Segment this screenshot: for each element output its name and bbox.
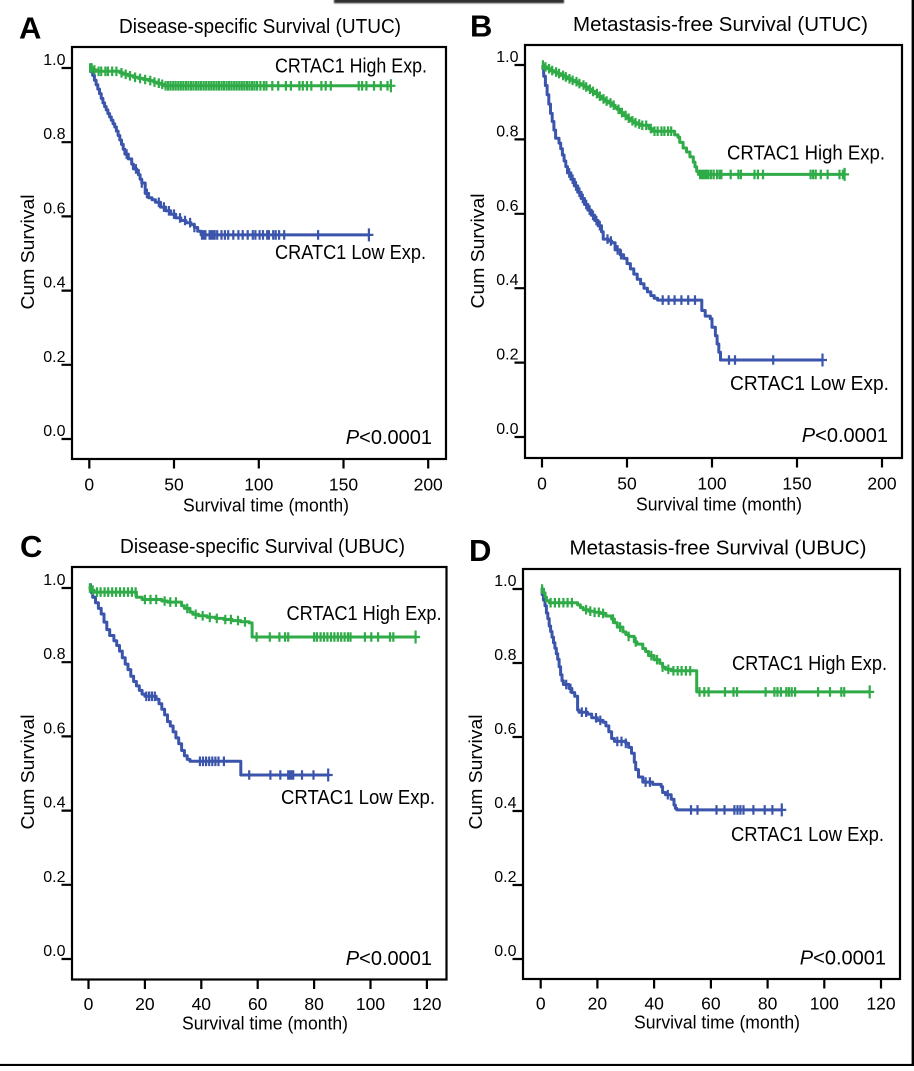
svg-text:P<0.0001: P<0.0001: [800, 948, 886, 970]
svg-text:0.0: 0.0: [494, 943, 516, 960]
svg-text:1.0: 1.0: [43, 572, 65, 589]
svg-text:0.2: 0.2: [43, 869, 65, 886]
svg-text:60: 60: [701, 994, 721, 1014]
svg-text:0.0: 0.0: [43, 943, 65, 960]
svg-text:Survival time (month): Survival time (month): [636, 495, 802, 515]
svg-text:CRATC1 Low Exp.: CRATC1 Low Exp.: [275, 242, 426, 264]
svg-text:200: 200: [867, 474, 896, 494]
svg-text:1.0: 1.0: [43, 52, 65, 69]
svg-text:0.6: 0.6: [494, 721, 516, 738]
svg-text:0.2: 0.2: [43, 349, 65, 366]
svg-text:CRTAC1 High Exp.: CRTAC1 High Exp.: [727, 143, 885, 165]
svg-text:0.4: 0.4: [494, 795, 516, 812]
svg-text:120: 120: [412, 994, 441, 1014]
svg-text:Disease-specific Survival (UBU: Disease-specific Survival (UBUC): [120, 536, 405, 558]
svg-text:B: B: [470, 9, 492, 44]
svg-text:Metastasis-free Survival (UBUC: Metastasis-free Survival (UBUC): [570, 538, 867, 560]
svg-text:A: A: [19, 11, 41, 46]
svg-text:Cum Survival: Cum Survival: [466, 715, 486, 830]
svg-text:P<0.0001: P<0.0001: [802, 425, 888, 447]
svg-text:1.0: 1.0: [494, 573, 516, 590]
svg-text:Metastasis-free Survival (UTUC: Metastasis-free Survival (UTUC): [573, 14, 868, 36]
svg-text:Disease-specific Survival (UTU: Disease-specific Survival (UTUC): [119, 16, 401, 38]
svg-text:0.2: 0.2: [494, 869, 516, 886]
svg-text:Cum Survival: Cum Survival: [468, 194, 488, 309]
svg-text:0.8: 0.8: [496, 123, 518, 140]
svg-text:0.6: 0.6: [43, 720, 65, 737]
svg-text:0.8: 0.8: [43, 646, 65, 663]
svg-text:CRTAC1 High Exp.: CRTAC1 High Exp.: [287, 603, 442, 625]
svg-text:P<0.0001: P<0.0001: [346, 427, 432, 449]
svg-text:0.2: 0.2: [496, 347, 518, 364]
svg-text:P<0.0001: P<0.0001: [346, 948, 432, 970]
svg-text:C: C: [20, 529, 42, 564]
svg-text:0.4: 0.4: [496, 272, 518, 289]
svg-text:0.4: 0.4: [43, 795, 65, 812]
svg-text:150: 150: [782, 474, 811, 494]
svg-text:0.4: 0.4: [43, 275, 65, 292]
svg-text:Survival time (month): Survival time (month): [182, 1014, 348, 1034]
svg-text:100: 100: [810, 994, 839, 1014]
svg-text:Survival time (month): Survival time (month): [183, 496, 349, 516]
svg-text:150: 150: [329, 475, 358, 495]
svg-text:0.0: 0.0: [496, 421, 518, 438]
svg-text:0.8: 0.8: [43, 126, 65, 143]
svg-text:0: 0: [536, 994, 546, 1014]
svg-text:100: 100: [244, 475, 273, 495]
svg-text:40: 40: [644, 994, 664, 1014]
svg-text:120: 120: [866, 994, 895, 1014]
svg-text:CRTAC1 Low Exp.: CRTAC1 Low Exp.: [730, 373, 889, 395]
svg-text:CRTAC1 High Exp.: CRTAC1 High Exp.: [732, 653, 887, 675]
svg-text:80: 80: [304, 994, 324, 1014]
svg-text:100: 100: [697, 474, 726, 494]
svg-text:40: 40: [192, 994, 212, 1014]
svg-text:50: 50: [164, 475, 184, 495]
svg-text:0.0: 0.0: [43, 423, 65, 440]
svg-text:100: 100: [356, 994, 385, 1014]
svg-text:20: 20: [135, 994, 155, 1014]
svg-text:Survival time (month): Survival time (month): [634, 1013, 800, 1033]
svg-text:0: 0: [84, 994, 94, 1014]
svg-text:Cum Survival: Cum Survival: [18, 715, 38, 830]
svg-text:20: 20: [588, 994, 608, 1014]
svg-text:0: 0: [537, 474, 547, 494]
svg-text:CRTAC1 Low Exp.: CRTAC1 Low Exp.: [731, 824, 884, 846]
svg-text:0: 0: [84, 475, 94, 495]
svg-text:50: 50: [617, 474, 637, 494]
svg-text:CRTAC1 Low Exp.: CRTAC1 Low Exp.: [281, 787, 435, 809]
svg-text:CRTAC1 High Exp.: CRTAC1 High Exp.: [275, 56, 427, 78]
svg-text:0.6: 0.6: [43, 200, 65, 217]
svg-text:D: D: [469, 533, 491, 568]
svg-text:Cum Survival: Cum Survival: [18, 195, 38, 310]
svg-text:60: 60: [248, 994, 268, 1014]
svg-text:200: 200: [414, 475, 443, 495]
svg-text:0.6: 0.6: [496, 198, 518, 215]
svg-text:0.8: 0.8: [494, 647, 516, 664]
svg-text:80: 80: [758, 994, 778, 1014]
svg-text:1.0: 1.0: [496, 49, 518, 66]
